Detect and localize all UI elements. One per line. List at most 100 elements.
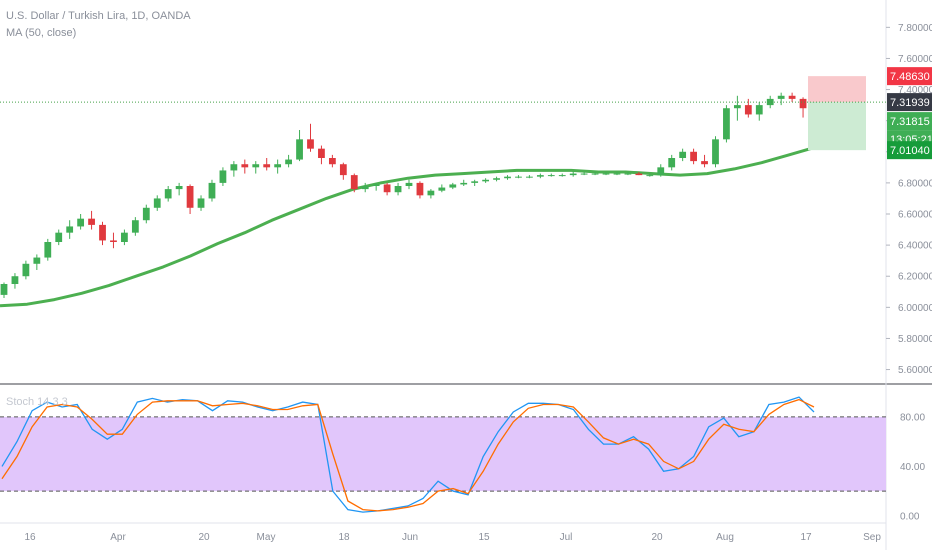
candle-body — [482, 179, 490, 182]
price-tick-label: 7.80000 — [898, 23, 932, 34]
candle-body — [11, 276, 19, 284]
candle-body — [416, 182, 424, 196]
candle-body — [493, 178, 500, 180]
candle-body — [55, 232, 63, 242]
candle-body — [208, 182, 216, 199]
candle-body — [679, 151, 687, 158]
candle-body — [175, 186, 183, 190]
candle-body — [230, 164, 238, 171]
candle-body — [350, 175, 358, 190]
candle-body — [646, 175, 654, 177]
candle-body — [383, 184, 391, 193]
candle-body — [44, 242, 52, 258]
price-tick-label: 6.00000 — [898, 303, 932, 314]
time-tick-label: 20 — [198, 532, 210, 543]
candle-body — [668, 158, 676, 168]
candle-body — [701, 161, 708, 165]
candle-body — [0, 284, 8, 295]
time-tick-label: Aug — [716, 532, 734, 543]
candle-body — [526, 176, 533, 178]
candle-body — [460, 182, 468, 185]
candle-body — [318, 148, 325, 158]
candle-body — [241, 164, 249, 168]
candle-body — [558, 175, 566, 177]
time-tick-label: Jun — [402, 532, 418, 543]
stoch-tick-label: 0.00 — [900, 511, 920, 522]
candle-body — [77, 218, 85, 227]
candle-body — [394, 186, 402, 193]
stoch-legend: Stoch 14 3 3 — [6, 396, 68, 408]
candle-body — [449, 184, 457, 188]
candle-body — [99, 224, 106, 241]
price-tick-label: 7.40000 — [898, 85, 932, 96]
candle-body — [307, 139, 314, 149]
time-tick-label: Sep — [863, 532, 881, 543]
time-tick-label: 16 — [24, 532, 36, 543]
candle-body — [296, 139, 303, 160]
target-price-label-bg — [887, 67, 932, 86]
stoch-band — [0, 416, 886, 492]
candle-body — [547, 175, 555, 177]
stoch-tick-label: 40.00 — [900, 462, 925, 473]
current-price-label-bg — [887, 93, 932, 112]
price-tick-label: 6.20000 — [898, 272, 932, 283]
candle-body — [438, 187, 446, 191]
candle-body — [372, 184, 380, 186]
stop-price-label-bg — [887, 141, 932, 160]
candle-body — [427, 190, 435, 196]
candle-body — [591, 173, 599, 175]
candle-body — [164, 189, 172, 199]
price-tick-label: 6.80000 — [898, 178, 932, 189]
stop-price-label: 7.01040 — [890, 145, 930, 157]
candle-body — [66, 226, 74, 233]
candle-body — [602, 173, 610, 175]
candle-body — [285, 159, 292, 165]
time-tick-label: Jul — [560, 532, 573, 543]
candle-body — [33, 257, 41, 264]
candle-body — [219, 170, 227, 183]
price-tick-label: 7.60000 — [898, 54, 932, 65]
candle-body — [328, 158, 336, 165]
candle-body — [339, 164, 347, 176]
candle-body — [766, 98, 774, 106]
candle-body — [252, 164, 260, 168]
candle-body — [744, 105, 752, 115]
target-price-label: 7.48630 — [890, 71, 930, 83]
candle-body — [657, 167, 665, 176]
price-tick-label: 6.40000 — [898, 241, 932, 252]
candle-body — [613, 173, 621, 175]
candle-body — [624, 173, 632, 175]
candle-body — [690, 151, 697, 162]
stop-zone — [808, 102, 866, 151]
target-zone — [808, 76, 866, 103]
price-tick-label: 6.60000 — [898, 210, 932, 221]
candle-body — [515, 176, 522, 178]
stoch-tick-label: 80.00 — [900, 412, 925, 423]
current-price-label: 7.31939 — [890, 97, 930, 109]
last-price-label: 7.31815 — [890, 116, 930, 128]
candle-body — [569, 173, 577, 176]
candle-body — [471, 181, 479, 183]
candle-body — [788, 95, 796, 99]
candle-body — [723, 108, 730, 140]
candle-body — [88, 218, 95, 225]
time-tick-label: May — [257, 532, 276, 543]
candle-body — [536, 175, 544, 177]
candle-body — [22, 263, 30, 277]
time-tick-label: 17 — [800, 532, 812, 543]
last-price-label-bg — [887, 112, 932, 131]
candle-body — [504, 176, 511, 179]
candle-body — [131, 220, 139, 233]
stoch-d-line — [1, 398, 815, 512]
candle-body — [110, 240, 117, 242]
candle-body — [197, 198, 205, 208]
price-tick-label: 5.80000 — [898, 334, 932, 345]
symbol-title: U.S. Dollar / Turkish Lira, 1D, OANDA — [6, 10, 191, 22]
candle-body — [263, 164, 271, 168]
candle-body — [274, 164, 282, 168]
candle-body — [142, 207, 150, 221]
candle-body — [777, 95, 785, 99]
candle-body — [580, 173, 588, 175]
